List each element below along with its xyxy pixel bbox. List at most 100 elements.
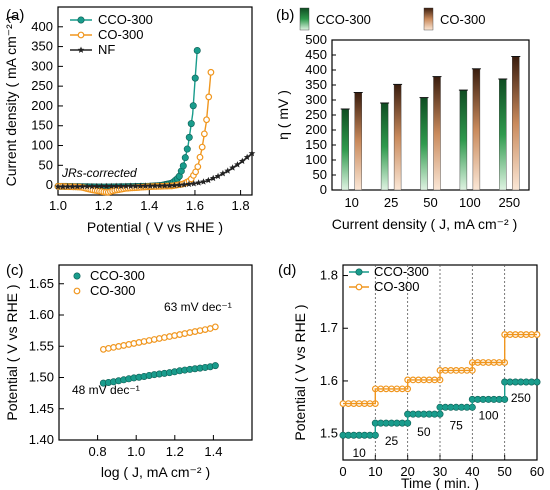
bar-b-1 (354, 92, 362, 191)
legend-marker-c-0 (73, 272, 81, 280)
x-tick-label-d: 10 (368, 464, 382, 479)
bar-b-0 (459, 89, 468, 191)
legend-label-b-0: CCO-300 (316, 12, 371, 27)
data-point-a-0 (191, 74, 199, 82)
bar-b-1 (393, 84, 402, 191)
series-line-d-0 (343, 381, 537, 436)
y-tick-label-d: 1.8 (320, 268, 338, 283)
fit-label-c-0: 48 mV dec⁻¹ (72, 383, 140, 397)
legend-label-a-1: CO-300 (98, 27, 144, 42)
y-tick-label-c: 1.40 (29, 432, 54, 447)
y-tick-label-a: 250 (31, 78, 53, 93)
data-point-a-2 (122, 182, 130, 189)
x-tick-label-d: 20 (400, 464, 414, 479)
y-tick-label-a: 150 (31, 118, 53, 133)
x-tick-label-a: 1.0 (49, 198, 67, 213)
data-point-a-2 (151, 182, 159, 189)
data-point-a-2 (108, 182, 115, 190)
legend-label-a-0: CCO-300 (98, 12, 153, 27)
y-tick-label-d: 1.6 (320, 373, 338, 388)
y-tick-label-a: 300 (31, 58, 53, 73)
y-tick-label-b: 200 (305, 122, 327, 137)
x-tick-label-a: 1.4 (140, 198, 158, 213)
y-tick-label-b: 500 (305, 32, 327, 47)
legend-swatch-b-1 (423, 7, 434, 31)
data-point-a-2 (103, 182, 110, 190)
data-point-a-0 (179, 162, 187, 170)
y-tick-label-b: 50 (313, 167, 327, 182)
y-tick-label-a: 50 (39, 157, 53, 172)
panel-label-d: (d) (278, 262, 296, 279)
data-point-a-0 (187, 120, 195, 128)
legend-label-b-1: CO-300 (440, 12, 486, 27)
fit-label-c-1: 63 mV dec⁻¹ (164, 300, 232, 314)
data-point-a-1 (200, 130, 208, 138)
y-tick-label-c: 1.55 (29, 338, 54, 353)
step-label-d: 50 (417, 425, 431, 439)
x-tick-label-d: 60 (530, 464, 544, 479)
data-point-a-2 (74, 183, 81, 190)
step-label-d: 75 (449, 418, 463, 432)
data-point-a-2 (88, 182, 96, 190)
legend-label-d-0: CCO-300 (374, 264, 429, 279)
data-point-a-2 (200, 178, 207, 185)
bar-b-1 (472, 68, 481, 191)
data-point-a-1 (198, 143, 206, 151)
legend-label-a-2: NF (98, 42, 115, 57)
data-point-a-2 (238, 157, 246, 165)
y-tick-label-b: 400 (305, 62, 327, 77)
data-point-a-2 (171, 181, 178, 189)
data-point-a-2 (185, 180, 193, 187)
bar-b-0 (420, 97, 428, 191)
data-point-a-2 (64, 183, 72, 190)
legend-marker-a-0 (77, 16, 85, 24)
data-point-a-2 (180, 181, 188, 188)
bar-b-1 (512, 56, 520, 191)
series-line-d-1 (343, 333, 537, 405)
data-point-a-2 (93, 182, 101, 190)
data-point-a-0 (185, 133, 193, 141)
plot-frame-c (58, 264, 253, 441)
legend-label-d-1: CO-300 (374, 279, 420, 294)
annotation-a: JRs-corrected (61, 166, 137, 180)
x-tick-label-d: 40 (465, 464, 479, 479)
y-tick-label-a: 350 (31, 39, 53, 54)
y-tick-label-a: 0 (46, 177, 53, 192)
legend-label-c-1: CO-300 (90, 283, 136, 298)
x-tick-label-c: 1.2 (166, 444, 184, 459)
data-point-a-2 (78, 182, 86, 190)
y-tick-label-b: 300 (305, 92, 327, 107)
x-axis-label-b: Current density ( J, mA cm⁻² ) (332, 216, 518, 232)
data-point-a-2 (156, 182, 164, 189)
legend-marker-a-2 (77, 46, 85, 53)
x-axis-label-d: Time ( min. ) (401, 475, 479, 490)
x-tick-label-d: 50 (497, 464, 511, 479)
y-tick-label-b: 350 (305, 77, 327, 92)
x-tick-label-d: 0 (339, 464, 346, 479)
data-point-a-1 (203, 116, 210, 124)
y-tick-label-a: 400 (31, 19, 53, 34)
x-tick-label-b: 25 (384, 195, 398, 210)
data-point-a-0 (183, 145, 191, 153)
y-tick-label-d: 1.5 (320, 426, 338, 441)
data-point-a-2 (209, 174, 217, 182)
data-point-a-2 (132, 182, 139, 189)
x-tick-label-b: 10 (344, 195, 358, 210)
data-point-a-1 (194, 163, 202, 171)
data-point-a-2 (141, 182, 149, 189)
data-point-a-2 (234, 161, 241, 168)
bar-b-0 (341, 108, 349, 191)
y-axis-label-a: Current density ( mA cm⁻² ) (3, 16, 19, 187)
y-tick-label-b: 450 (305, 47, 327, 62)
step-label-d: 100 (478, 408, 498, 422)
data-point-a-0 (189, 102, 197, 110)
data-point-a-2 (69, 183, 76, 190)
y-tick-label-b: 150 (305, 137, 327, 152)
legend-label-c-0: CCO-300 (90, 268, 145, 283)
data-point-a-2 (224, 167, 232, 174)
x-tick-label-d: 30 (433, 464, 447, 479)
data-point-a-2 (127, 182, 135, 189)
y-tick-label-c: 1.65 (29, 276, 54, 291)
data-point-a-2 (146, 182, 154, 189)
y-tick-label-a: 200 (31, 98, 53, 113)
